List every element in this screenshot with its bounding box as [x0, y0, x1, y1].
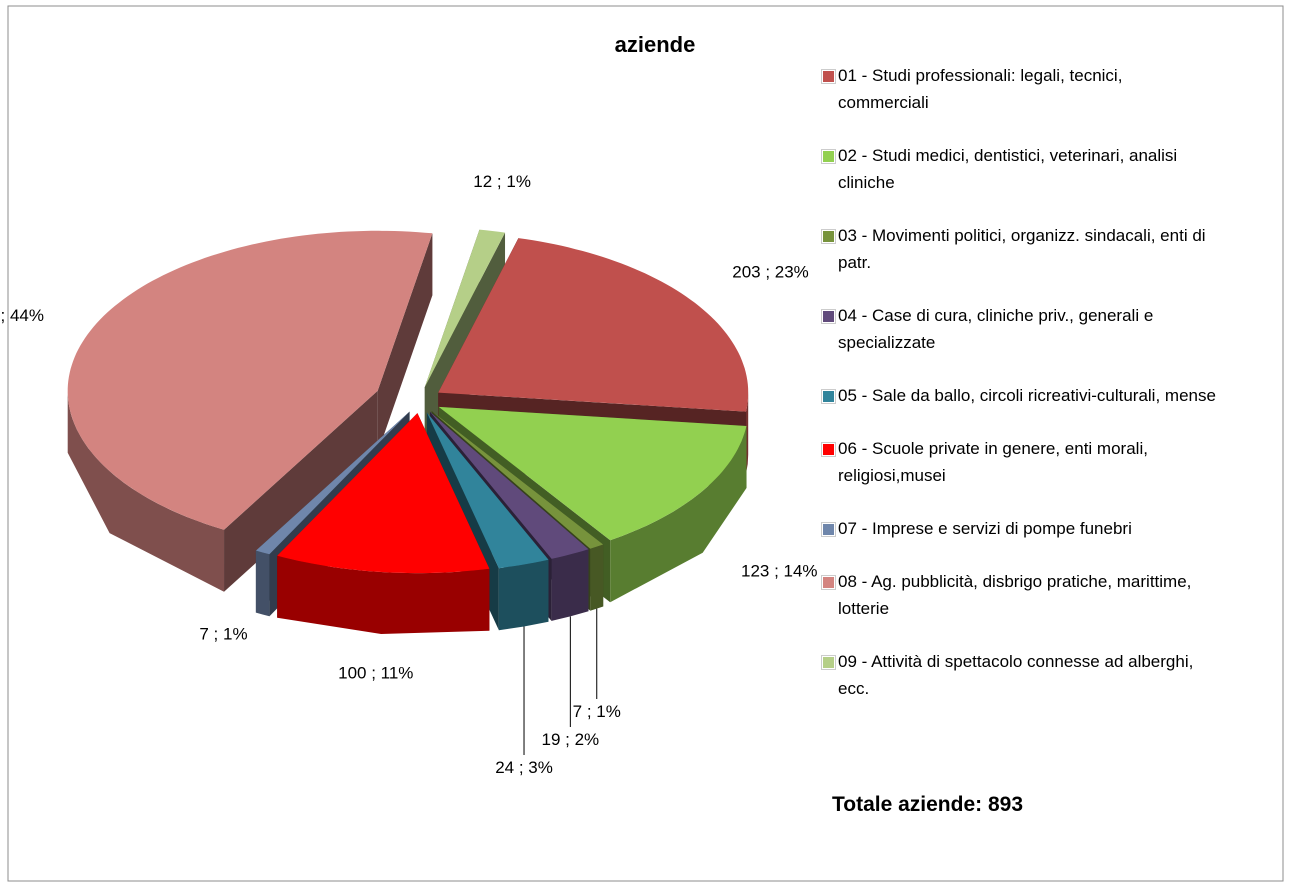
slice	[431, 411, 604, 549]
slice	[67, 230, 433, 530]
slice	[426, 412, 549, 569]
chart-title: aziende	[615, 32, 696, 57]
legend-item: 08 - Ag. pubblicità, disbrigo pratiche, …	[822, 568, 1217, 622]
slice-side	[590, 544, 604, 611]
data-label: 398 ; 44%	[0, 306, 44, 325]
legend-label: 09 - Attività di spettacolo connesse ad …	[838, 652, 1194, 698]
slice-side	[67, 390, 224, 592]
slice-side	[610, 426, 747, 603]
slice	[429, 411, 589, 559]
data-label: 123 ; 14%	[741, 561, 818, 580]
legend-item: 02 - Studi medici, dentistici, veterinar…	[822, 142, 1217, 196]
slice	[255, 411, 410, 555]
legend: 01 - Studi professionali: legali, tecnic…	[822, 62, 1217, 728]
legend-label: 08 - Ag. pubblicità, disbrigo pratiche, …	[838, 572, 1192, 618]
slice	[424, 229, 505, 388]
data-label: 203 ; 23%	[732, 263, 809, 282]
slice	[67, 230, 433, 592]
legend-swatch	[822, 150, 835, 163]
legend-label: 04 - Case di cura, cliniche priv., gener…	[838, 306, 1154, 352]
slice-side	[746, 392, 749, 474]
legend-item: 03 - Movimenti politici, organizz. sinda…	[822, 222, 1217, 276]
slice-side	[498, 559, 549, 631]
slice-side	[551, 549, 589, 621]
legend-swatch	[822, 576, 835, 589]
legend-swatch	[822, 523, 835, 536]
legend-item: 06 - Scuole private in genere, enti mora…	[822, 435, 1217, 489]
annotation: Totale aziende: 893	[832, 793, 1024, 816]
legend-item: 01 - Studi professionali: legali, tecnic…	[822, 62, 1217, 116]
slice-side	[255, 550, 270, 617]
data-label: 19 ; 2%	[542, 730, 600, 749]
slice	[277, 413, 490, 634]
legend-item: 09 - Attività di spettacolo connesse ad …	[822, 648, 1217, 702]
slice-side	[377, 233, 433, 453]
slice	[438, 238, 749, 412]
legend-swatch	[822, 390, 835, 403]
slice	[438, 406, 747, 541]
legend-swatch	[822, 70, 835, 83]
legend-label: 03 - Movimenti politici, organizz. sinda…	[838, 226, 1206, 272]
legend-label: 02 - Studi medici, dentistici, veterinar…	[838, 146, 1178, 192]
data-label: 7 ; 1%	[199, 624, 247, 643]
legend-label: 01 - Studi professionali: legali, tecnic…	[838, 66, 1123, 112]
slice-side	[224, 390, 378, 592]
legend-item: 04 - Case di cura, cliniche priv., gener…	[822, 302, 1217, 356]
legend-label: 06 - Scuole private in genere, enti mora…	[838, 439, 1148, 485]
data-label: 24 ; 3%	[495, 758, 553, 777]
legend-item: 07 - Imprese e servizi di pompe funebri	[822, 515, 1217, 542]
legend-swatch	[822, 443, 835, 456]
legend-item: 05 - Sale da ballo, circoli ricreativi-c…	[822, 382, 1217, 409]
legend-label: 07 - Imprese e servizi di pompe funebri	[838, 519, 1132, 538]
data-label: 12 ; 1%	[473, 172, 531, 191]
data-label: 7 ; 1%	[573, 702, 621, 721]
slice	[277, 413, 490, 574]
legend-swatch	[822, 310, 835, 323]
legend-swatch	[822, 656, 835, 669]
legend-label: 05 - Sale da ballo, circoli ricreativi-c…	[838, 386, 1216, 405]
slice-side	[277, 555, 490, 634]
data-label: 100 ; 11%	[338, 664, 413, 683]
legend-swatch	[822, 230, 835, 243]
